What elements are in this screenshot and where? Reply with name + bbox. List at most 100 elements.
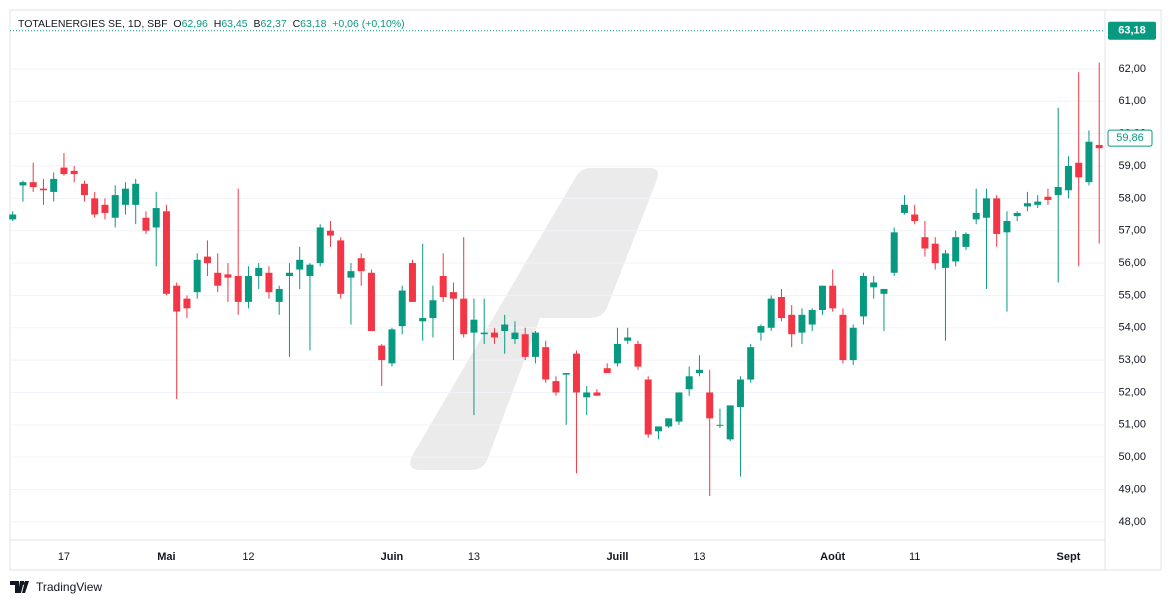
candle-body xyxy=(255,267,263,276)
candle-body xyxy=(870,282,878,288)
candle-body xyxy=(173,285,181,312)
candle-body xyxy=(357,258,365,272)
y-tick-label: 51,00 xyxy=(1118,419,1146,431)
last-price-box xyxy=(1108,21,1156,40)
x-tick-label: Août xyxy=(820,551,845,563)
x-tick-label: Mai xyxy=(157,551,175,563)
candle-body xyxy=(265,272,273,293)
candle-body xyxy=(808,309,816,325)
candle-body xyxy=(29,182,37,188)
candle-body xyxy=(634,343,642,367)
candle-body xyxy=(337,240,345,294)
candle-body xyxy=(1064,166,1072,191)
frame xyxy=(9,9,1162,571)
ohlc-label: H xyxy=(213,18,222,30)
y-tick-label: 61,00 xyxy=(1118,95,1146,107)
candle-body xyxy=(972,212,980,220)
candle-body xyxy=(839,314,847,361)
candle-body xyxy=(203,256,211,264)
candle-body xyxy=(603,368,611,374)
candle-body xyxy=(1013,212,1021,217)
candle-body xyxy=(152,208,160,228)
candle-body xyxy=(675,392,683,422)
ohlc-value: 63,45 xyxy=(221,18,248,30)
candle-body xyxy=(767,298,775,328)
candle-body xyxy=(224,274,232,278)
candle-body xyxy=(829,285,837,309)
y-tick-label: 58,00 xyxy=(1118,192,1146,204)
y-tick-label: 52,00 xyxy=(1118,386,1146,398)
y-tick-label: 53,00 xyxy=(1118,354,1146,366)
candle-body xyxy=(80,183,88,196)
candle-body xyxy=(244,276,252,302)
candle-body xyxy=(880,288,888,294)
y-tick-label: 62,00 xyxy=(1118,63,1146,75)
candle-body xyxy=(1044,196,1052,200)
candle-body xyxy=(665,418,673,427)
candle-body xyxy=(521,334,529,357)
x-tick-label: 13 xyxy=(468,551,480,563)
x-tick-label: 17 xyxy=(58,551,70,563)
candle-body xyxy=(111,195,119,218)
candle-body xyxy=(583,392,591,398)
candle-body xyxy=(378,345,386,361)
candle-body xyxy=(1003,221,1011,233)
candle-body xyxy=(449,292,457,299)
candle-body xyxy=(952,237,960,262)
candle-body xyxy=(1095,144,1103,149)
candle-body xyxy=(890,232,898,273)
candle-body xyxy=(562,373,570,375)
candle-body xyxy=(347,271,355,278)
ohlc-value: 62,96 xyxy=(181,18,208,30)
x-tick-label: Sept xyxy=(1057,551,1081,563)
candle-body xyxy=(818,285,826,310)
y-tick-label: 54,00 xyxy=(1118,322,1146,334)
price-marker-label: 59,86 xyxy=(1116,132,1144,144)
candle-body xyxy=(993,198,1001,234)
candle-body xyxy=(1023,203,1031,207)
candle-body xyxy=(183,298,191,309)
candle-body xyxy=(1034,201,1042,205)
y-tick-label: 49,00 xyxy=(1118,483,1146,495)
candle-body xyxy=(726,405,734,440)
candle-body xyxy=(900,204,908,213)
y-tick-label: 56,00 xyxy=(1118,257,1146,269)
brand-logo xyxy=(10,581,29,593)
candle-body xyxy=(911,214,919,221)
candle-body xyxy=(511,332,519,340)
candle-body xyxy=(552,381,560,393)
change: +0,06 (+0,10%) xyxy=(332,18,405,30)
candle-body xyxy=(542,347,550,380)
candle-body xyxy=(408,263,416,302)
candle-body xyxy=(654,426,662,432)
candle-body xyxy=(736,379,744,408)
candle-body xyxy=(706,392,714,419)
candle-body xyxy=(39,188,47,191)
x-tick-label: Juill xyxy=(606,551,628,563)
symbol: TOTALENERGIES SE, 1D, SBF xyxy=(18,18,168,30)
y-tick-label: 55,00 xyxy=(1118,289,1146,301)
x-tick-label: 12 xyxy=(242,551,254,563)
legend-header: TOTALENERGIES SE, 1D, SBF O 62,96 H 63,45 … xyxy=(18,18,405,30)
candle-body xyxy=(19,182,27,186)
candle-body xyxy=(429,300,437,319)
candle-body xyxy=(367,272,375,331)
y-tick-label: 50,00 xyxy=(1118,451,1146,463)
candle-body xyxy=(9,214,17,220)
candle-body xyxy=(941,253,949,268)
candle-body xyxy=(316,227,324,264)
candle-body xyxy=(531,332,539,357)
candle-body xyxy=(193,259,201,293)
candle-body xyxy=(70,170,78,175)
candle-body xyxy=(419,318,427,322)
x-tick-label: 13 xyxy=(693,551,705,563)
candle-body xyxy=(470,319,478,333)
candle-body xyxy=(121,188,129,205)
y-tick-label: 48,00 xyxy=(1118,516,1146,528)
candle-body xyxy=(624,337,632,341)
brand-name: TradingView xyxy=(36,580,103,594)
candle-body xyxy=(613,343,621,364)
candle-body xyxy=(685,376,693,390)
